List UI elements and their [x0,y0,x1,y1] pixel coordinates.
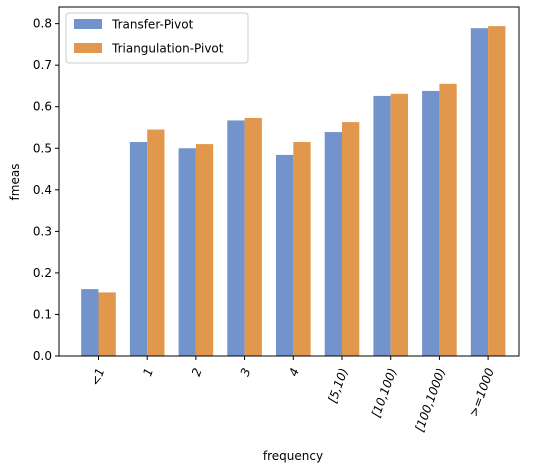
x-tick-label: 1 [140,366,156,378]
legend-swatch-transfer-pivot [74,19,102,29]
x-tick-label: [100,1000) [412,366,448,433]
x-tick-label: 4 [286,366,302,378]
y-axis: 0.0 0.1 0.2 0.3 0.4 0.5 0.6 0.7 0.8 [33,17,59,363]
y-tick-label: 0.1 [33,307,52,321]
bar-transfer-pivot-5-10 [325,132,342,356]
bars-layer [81,26,505,356]
bar-transfer-pivot-2 [179,148,196,356]
x-tick-label: [10,100) [369,366,400,419]
bar-transfer-pivot-1000 [471,28,488,356]
x-tick-label: 2 [189,366,205,378]
bar-triangulation-pivot-10-100 [391,94,408,356]
x-tick-label: [5,10) [325,366,351,405]
y-tick-label: 0.3 [33,224,52,238]
bar-triangulation-pivot-1 [99,292,116,356]
bar-triangulation-pivot-5-10 [342,122,359,356]
legend-label-triangulation-pivot: Triangulation-Pivot [111,42,224,56]
bar-transfer-pivot-4 [276,155,293,356]
x-axis-label: frequency [263,449,323,463]
y-tick-label: 0.5 [33,141,52,155]
y-tick-label: 0.8 [33,17,52,31]
bar-transfer-pivot-100-1000 [422,91,439,356]
bar-transfer-pivot-10-100 [373,96,390,356]
bar-transfer-pivot-3 [227,120,244,356]
y-tick-label: 0.4 [33,183,52,197]
bar-triangulation-pivot-100-1000 [439,84,456,356]
y-axis-label: fmeas [8,164,22,201]
x-tick-label: <1 [88,366,107,387]
bar-transfer-pivot-1 [81,289,98,356]
y-tick-label: 0.7 [33,58,52,72]
legend-label-transfer-pivot: Transfer-Pivot [111,18,194,32]
bar-triangulation-pivot-3 [245,118,262,356]
bar-triangulation-pivot-1000 [488,26,505,356]
bar-triangulation-pivot-2 [196,144,213,356]
x-axis: <1 1 2 3 4 [5,10) [10,100) [100,1000) >=1000 [88,356,497,434]
bar-triangulation-pivot-1 [147,130,164,356]
y-tick-label: 0.6 [33,100,52,114]
y-tick-label: 0.2 [33,266,52,280]
legend: Transfer-Pivot Triangulation-Pivot [66,13,248,63]
legend-swatch-triangulation-pivot [74,43,102,53]
bar-triangulation-pivot-4 [293,142,310,356]
x-tick-label: >=1000 [466,366,497,419]
x-tick-label: 3 [238,366,254,378]
bar-transfer-pivot-1 [130,142,147,356]
y-tick-label: 0.0 [33,349,52,363]
